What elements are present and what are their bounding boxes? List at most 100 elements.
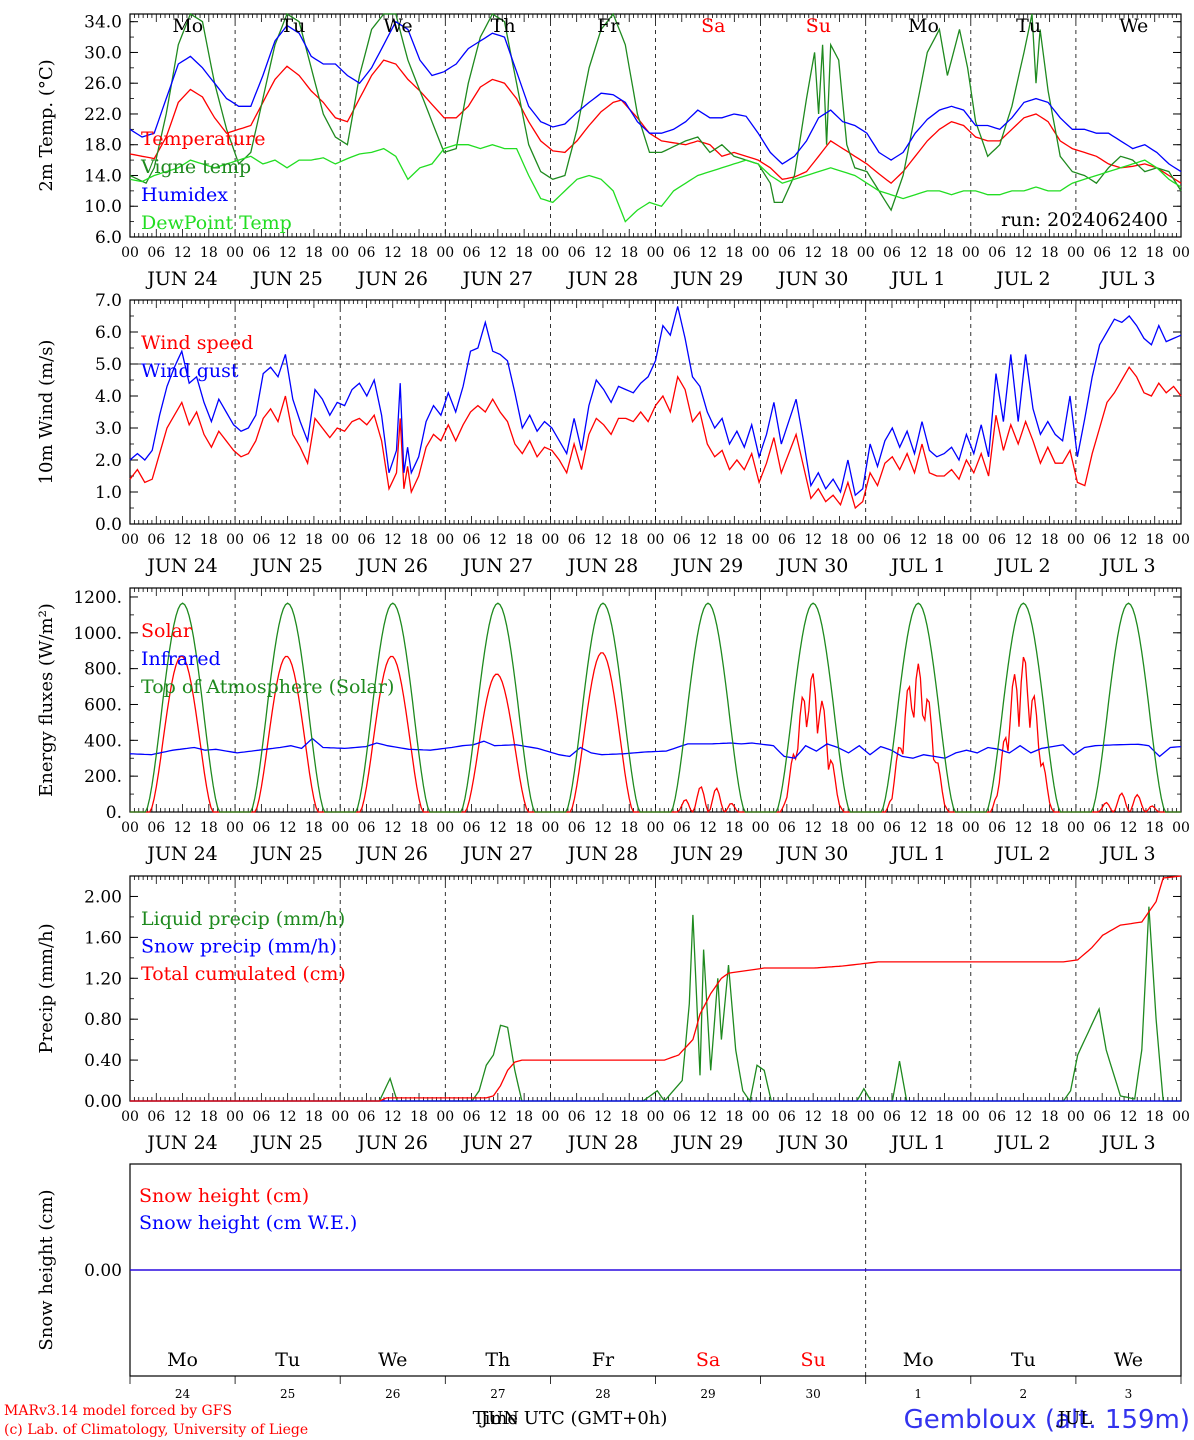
x-hour-label: 06 — [988, 1109, 1006, 1125]
x-hour-label: 12 — [489, 1109, 507, 1125]
x-hour-label: 12 — [1120, 820, 1138, 836]
x-hour-label: 18 — [620, 532, 638, 548]
x-hour-label: 00 — [962, 1109, 980, 1125]
day-of-week-label: We — [383, 15, 412, 37]
y-tick-label: 0.40 — [84, 1051, 122, 1071]
x-hour-label: 18 — [200, 532, 218, 548]
y-tick-label: 0.00 — [84, 1092, 122, 1112]
x-hour-label: 00 — [121, 245, 139, 261]
x-date-label: JUN 29 — [671, 555, 743, 577]
x-hour-label: 06 — [778, 532, 796, 548]
x-hour-label: 18 — [305, 820, 323, 836]
x-hour-label: 18 — [305, 245, 323, 261]
x-hour-label: 12 — [489, 532, 507, 548]
x-hour-label: 06 — [673, 1109, 691, 1125]
y-tick-label: 600. — [84, 695, 122, 715]
x-date-label: JUN 28 — [566, 1132, 638, 1154]
x-day-number-label: 26 — [385, 1387, 400, 1401]
x-date-label: JUN 28 — [566, 268, 638, 290]
y-tick-label: 30.0 — [84, 43, 122, 63]
x-hour-label: 06 — [358, 820, 376, 836]
y-tick-label: 1000. — [73, 624, 122, 644]
y-tick-label: 800. — [84, 660, 122, 680]
x-hour-label: 06 — [358, 245, 376, 261]
x-hour-label: 06 — [252, 245, 270, 261]
x-date-label: JUL 3 — [1099, 555, 1155, 577]
x-day-number-label: 24 — [175, 1387, 191, 1401]
x-hour-label: 00 — [752, 245, 770, 261]
x-day-number-label: 28 — [595, 1387, 610, 1401]
x-hour-label: 06 — [1093, 1109, 1111, 1125]
x-hour-label: 12 — [384, 820, 402, 836]
x-date-label: JUN 26 — [356, 268, 428, 290]
x-hour-label: 12 — [279, 820, 297, 836]
x-hour-label: 12 — [174, 245, 192, 261]
day-of-week-label: Tu — [275, 1349, 300, 1371]
x-hour-label: 00 — [226, 820, 244, 836]
x-hour-label: 12 — [1120, 245, 1138, 261]
x-hour-label: 00 — [752, 1109, 770, 1125]
x-hour-label: 18 — [1146, 820, 1164, 836]
day-of-week-label: Th — [485, 1349, 510, 1371]
x-hour-label: 00 — [1172, 532, 1190, 548]
day-of-week-label: Su — [806, 15, 831, 37]
x-date-label: JUL 2 — [994, 843, 1050, 865]
x-hour-label: 00 — [1172, 245, 1190, 261]
series-line-infrared — [129, 737, 1182, 759]
x-hour-label: 00 — [647, 1109, 665, 1125]
x-date-label: JUN 27 — [461, 843, 533, 865]
series-line-wind_gust — [129, 306, 1182, 497]
day-of-week-label: Tu — [1011, 1349, 1036, 1371]
x-hour-label: 12 — [384, 532, 402, 548]
x-hour-label: 06 — [568, 820, 586, 836]
x-hour-label: 06 — [147, 532, 165, 548]
x-hour-label: 18 — [620, 1109, 638, 1125]
x-day-number-label: 27 — [490, 1387, 505, 1401]
day-of-week-label: Tu — [280, 15, 305, 37]
x-hour-label: 00 — [121, 820, 139, 836]
x-hour-label: 00 — [962, 532, 980, 548]
x-hour-label: 00 — [121, 532, 139, 548]
station-title-overlay: JUL — [1056, 1408, 1092, 1429]
x-hour-label: 18 — [725, 532, 743, 548]
x-axis-title-overlay: JUN — [479, 1408, 519, 1429]
legend-entry: Solar — [141, 620, 193, 642]
x-hour-label: 00 — [331, 1109, 349, 1125]
x-hour-label: 18 — [410, 1109, 428, 1125]
x-hour-label: 18 — [515, 820, 533, 836]
x-hour-label: 12 — [804, 245, 822, 261]
x-day-number-label: 1 — [914, 1387, 922, 1401]
x-hour-label: 12 — [804, 532, 822, 548]
x-hour-label: 12 — [174, 532, 192, 548]
series-line-temperature — [129, 59, 1182, 185]
x-hour-label: 18 — [200, 245, 218, 261]
x-date-label: JUL 3 — [1099, 268, 1155, 290]
series-line-humidex — [129, 20, 1182, 173]
x-hour-label: 06 — [1093, 245, 1111, 261]
x-hour-label: 06 — [147, 1109, 165, 1125]
day-of-week-label: Su — [801, 1349, 826, 1371]
x-date-label: JUN 24 — [145, 1132, 217, 1154]
day-of-week-label: Fr — [592, 1349, 615, 1371]
x-hour-label: 18 — [725, 245, 743, 261]
x-hour-label: 06 — [358, 532, 376, 548]
x-hour-label: 06 — [147, 820, 165, 836]
x-date-label: JUN 30 — [776, 555, 848, 577]
x-hour-label: 06 — [778, 245, 796, 261]
x-hour-label: 00 — [647, 532, 665, 548]
x-hour-label: 12 — [909, 245, 927, 261]
y-tick-label: 22.0 — [84, 105, 122, 125]
x-hour-label: 18 — [515, 532, 533, 548]
x-hour-label: 18 — [1146, 245, 1164, 261]
x-date-label: JUL 2 — [994, 268, 1050, 290]
x-date-label: JUN 25 — [250, 843, 322, 865]
x-hour-label: 18 — [725, 1109, 743, 1125]
x-hour-label: 06 — [463, 1109, 481, 1125]
x-hour-label: 00 — [541, 532, 559, 548]
x-hour-label: 00 — [436, 532, 454, 548]
series-line-toa — [130, 602, 1181, 813]
x-hour-label: 18 — [305, 532, 323, 548]
x-hour-label: 18 — [1146, 1109, 1164, 1125]
x-hour-label: 12 — [594, 245, 612, 261]
